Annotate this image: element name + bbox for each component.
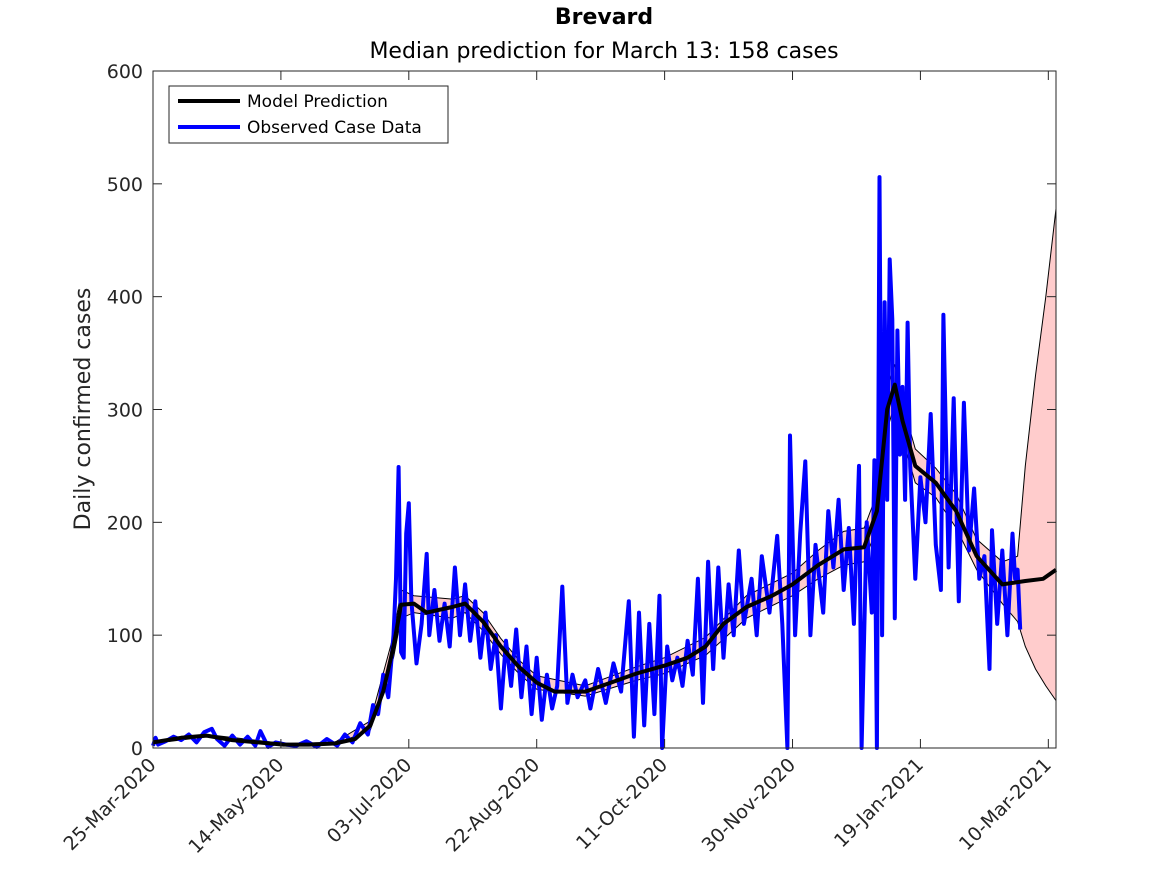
y-axis-label: Daily confirmed cases <box>71 288 96 531</box>
plot-area <box>153 71 1056 748</box>
series-layer <box>151 175 1058 750</box>
y-tick-label: 200 <box>107 512 143 534</box>
legend: Model Prediction Observed Case Data <box>168 85 449 144</box>
series-line-model <box>152 382 1058 747</box>
y-tick-label: 500 <box>107 174 143 196</box>
chart-title: Brevard <box>555 5 653 30</box>
y-tick-label: 600 <box>107 61 143 83</box>
y-tick-label: 300 <box>107 400 143 422</box>
chart-subtitle: Median prediction for March 13: 158 case… <box>369 39 838 64</box>
y-tick-label: 400 <box>107 287 143 309</box>
legend-observed-label: Observed Case Data <box>247 118 422 138</box>
y-tick-label: 0 <box>131 738 143 760</box>
legend-model-label: Model Prediction <box>247 92 388 112</box>
legend-box <box>168 85 449 144</box>
y-tick-label: 100 <box>107 625 143 647</box>
